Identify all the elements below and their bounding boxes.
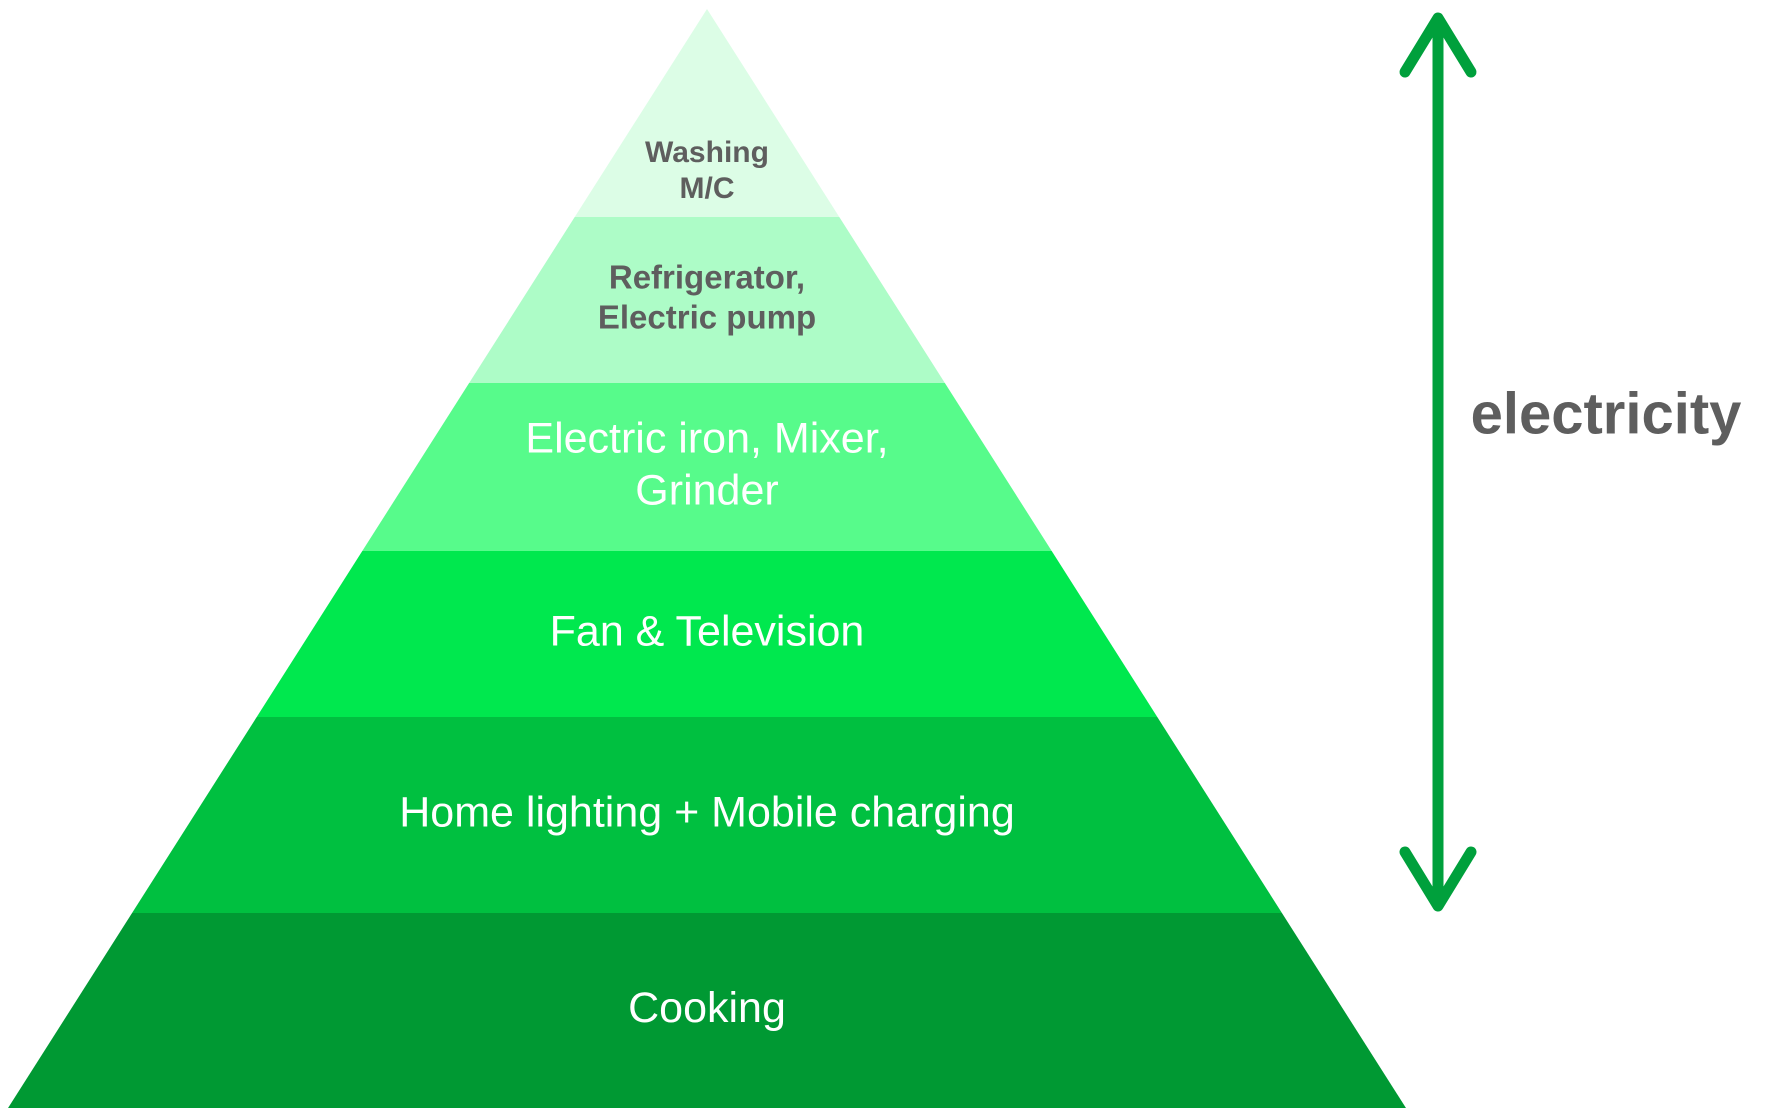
layer-label: Washing [645, 136, 769, 169]
pyramid-layer [256, 551, 1158, 717]
pyramid-layer [132, 717, 1282, 913]
layer-label: Home lighting + Mobile charging [399, 788, 1014, 836]
pyramid-layer [574, 9, 840, 217]
layer-label: Grinder [635, 466, 778, 514]
double-arrow [1399, 12, 1477, 912]
layer-label: Cooking [628, 984, 786, 1032]
arrow-head-down [1399, 846, 1477, 912]
layer-label: M/C [680, 172, 735, 205]
pyramid-layer [469, 217, 945, 383]
layer-label: Electric pump [598, 299, 816, 336]
pyramid-layer [362, 383, 1052, 551]
layer-label: Refrigerator, [609, 259, 805, 296]
layer-label: Electric iron, Mixer, [525, 414, 888, 462]
side-label: electricity [1471, 381, 1742, 446]
layer-label: Fan & Television [550, 607, 865, 655]
pyramid-layer [8, 913, 1406, 1108]
arrow-head-up [1399, 12, 1477, 78]
